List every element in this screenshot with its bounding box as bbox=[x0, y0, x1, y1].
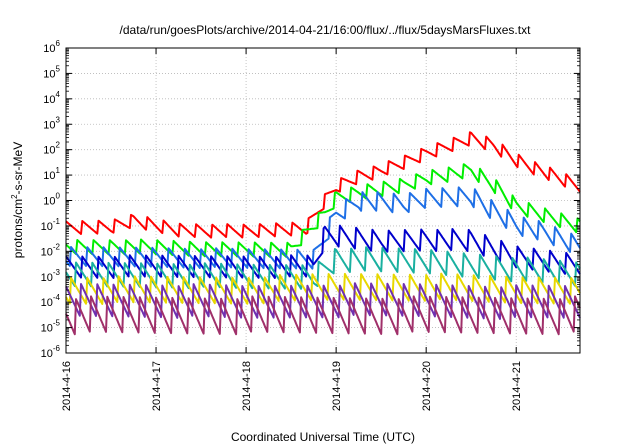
y-tick-label: 10-4 bbox=[41, 293, 61, 309]
y-tick-label: 106 bbox=[43, 39, 60, 55]
x-axis-title: Coordinated Universal Time (UTC) bbox=[231, 430, 415, 444]
series-line-1 bbox=[65, 131, 581, 239]
y-tick-label: 105 bbox=[43, 64, 60, 80]
series-line-8 bbox=[65, 295, 581, 336]
x-tick-label: 2014-4-18 bbox=[241, 361, 253, 411]
series-line-4 bbox=[65, 224, 581, 279]
y-tick-label: 104 bbox=[43, 90, 60, 106]
y-tick-label: 10-6 bbox=[41, 344, 61, 360]
y-tick-label: 10-3 bbox=[41, 268, 61, 284]
y-tick-label: 10-2 bbox=[41, 242, 61, 258]
x-tick-label: 2014-4-16 bbox=[61, 361, 73, 411]
y-tick-label: 10-5 bbox=[41, 319, 61, 335]
x-tick-label: 2014-4-20 bbox=[421, 361, 433, 411]
y-tick-label: 101 bbox=[43, 166, 60, 182]
chart-title: /data/run/goesPlots/archive/2014-04-21/1… bbox=[120, 23, 532, 37]
y-axis-title: protons/cm2-s-sr-MeV bbox=[10, 142, 25, 258]
x-tick-label: 2014-4-19 bbox=[331, 361, 343, 411]
y-tick-label: 100 bbox=[43, 192, 60, 208]
y-tick-label: 102 bbox=[43, 141, 60, 157]
y-tick-label: 103 bbox=[43, 115, 60, 131]
x-tick-label: 2014-4-17 bbox=[151, 361, 163, 411]
y-tick-label: 10-1 bbox=[41, 217, 61, 233]
x-tick-label: 2014-4-21 bbox=[511, 361, 523, 411]
